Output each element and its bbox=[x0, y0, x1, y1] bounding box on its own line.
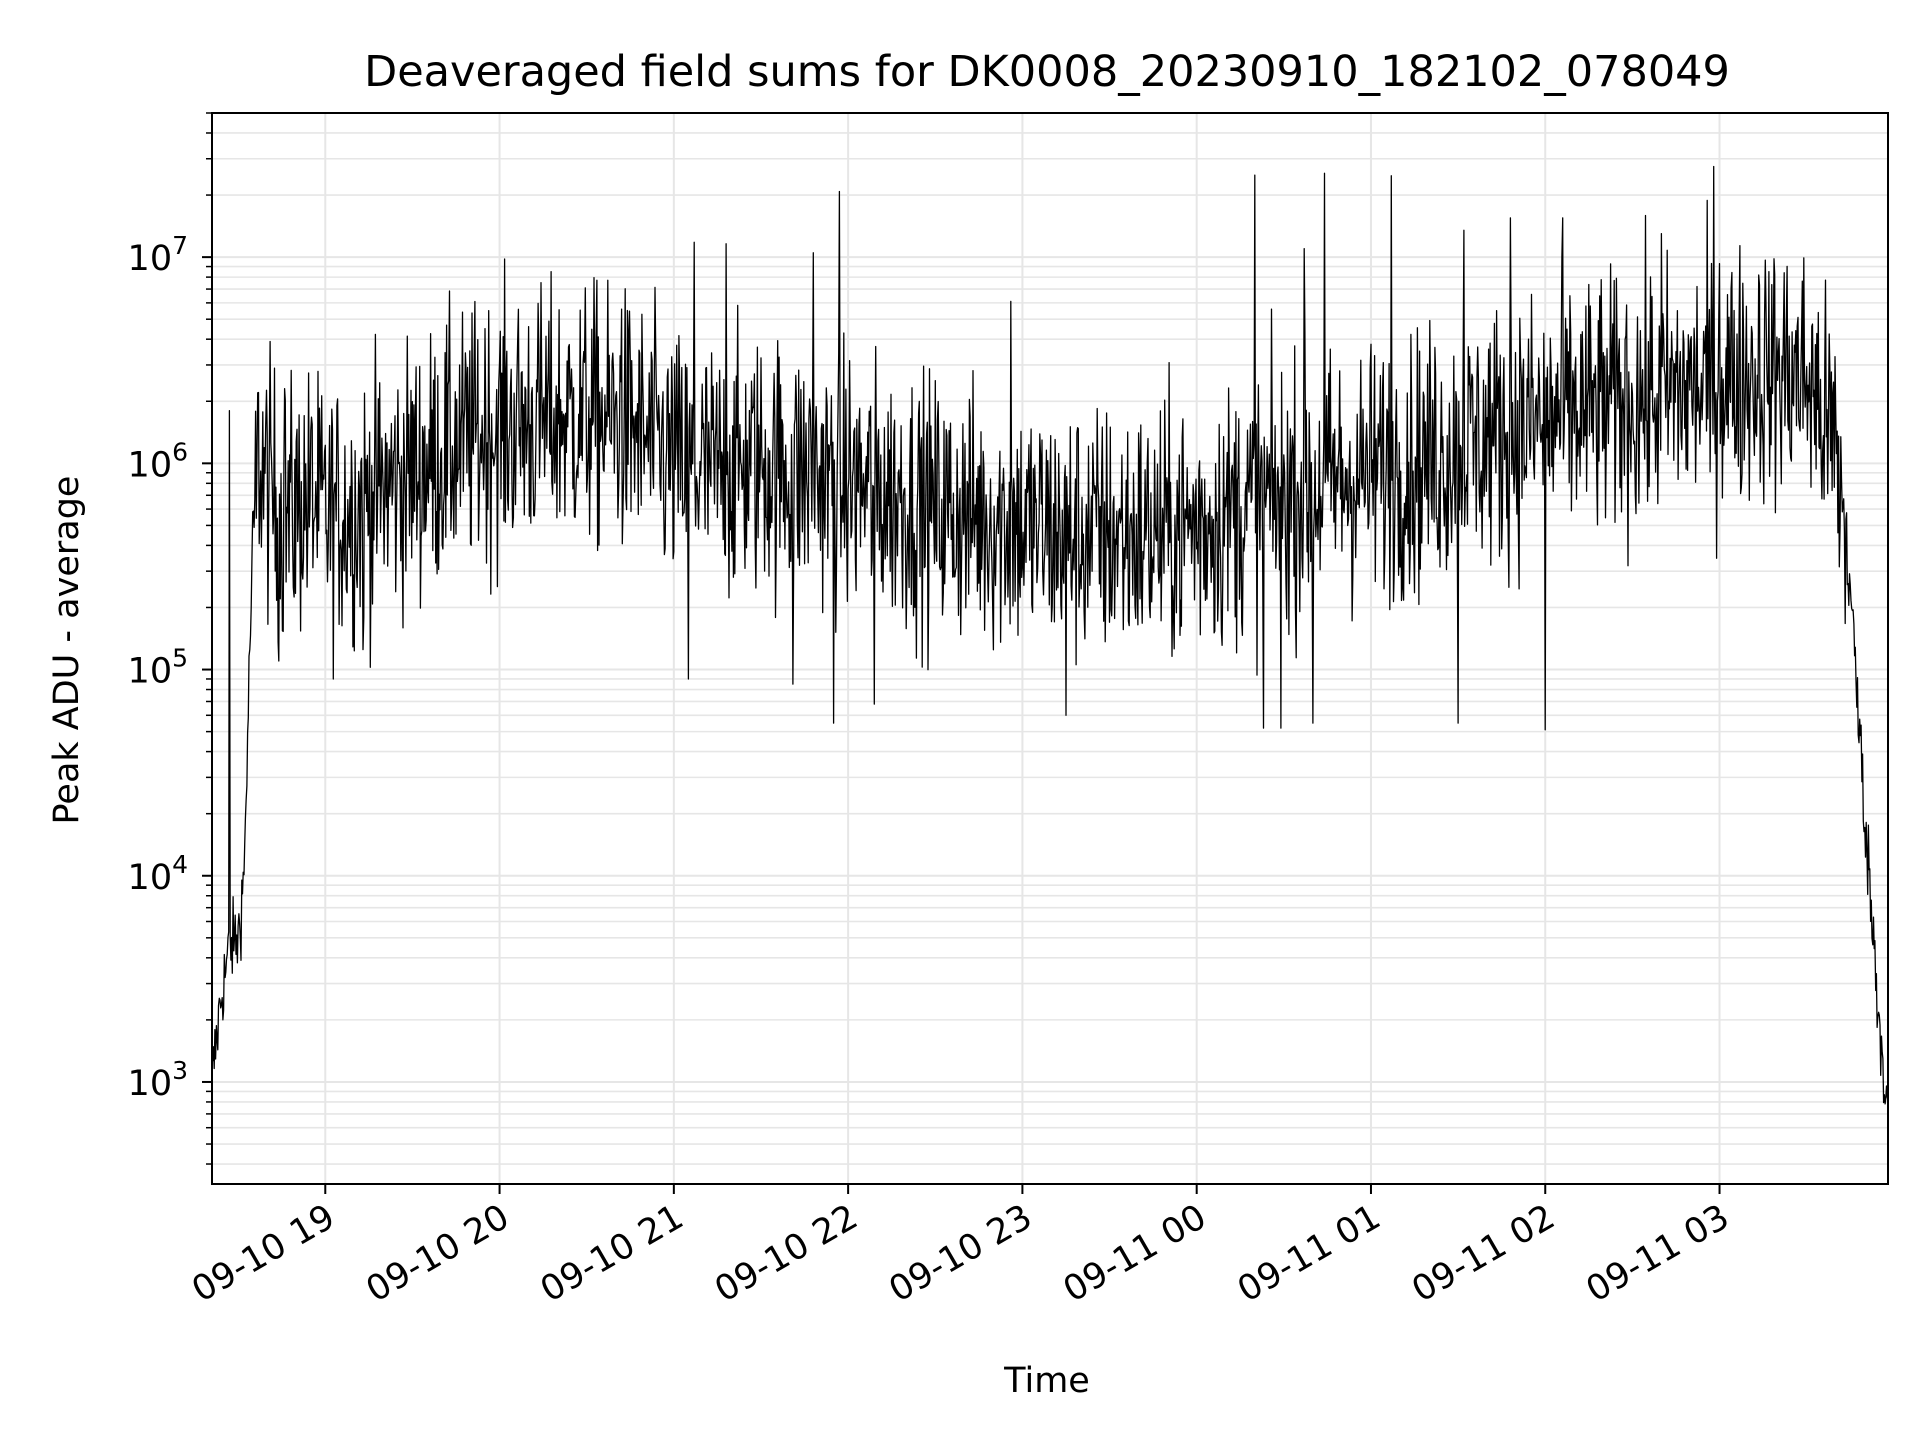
y-tick-label: 104 bbox=[128, 850, 188, 898]
y-tick-label: 107 bbox=[128, 231, 188, 279]
y-axis-label: Peak ADU - average bbox=[47, 476, 87, 825]
data-series bbox=[211, 165, 1889, 1105]
y-tick-label: 106 bbox=[128, 437, 188, 485]
series-line bbox=[211, 165, 1889, 1105]
y-axis-ticks: 103 104 105 106 107 bbox=[128, 112, 212, 1165]
y-tick-label: 105 bbox=[128, 644, 188, 692]
y-tick-label: 103 bbox=[128, 1056, 188, 1104]
plot-area-frame bbox=[211, 112, 1889, 1185]
chart-title: Deaveraged field sums for DK0008_2023091… bbox=[364, 47, 1730, 97]
x-axis-label: Time bbox=[1003, 1361, 1090, 1401]
